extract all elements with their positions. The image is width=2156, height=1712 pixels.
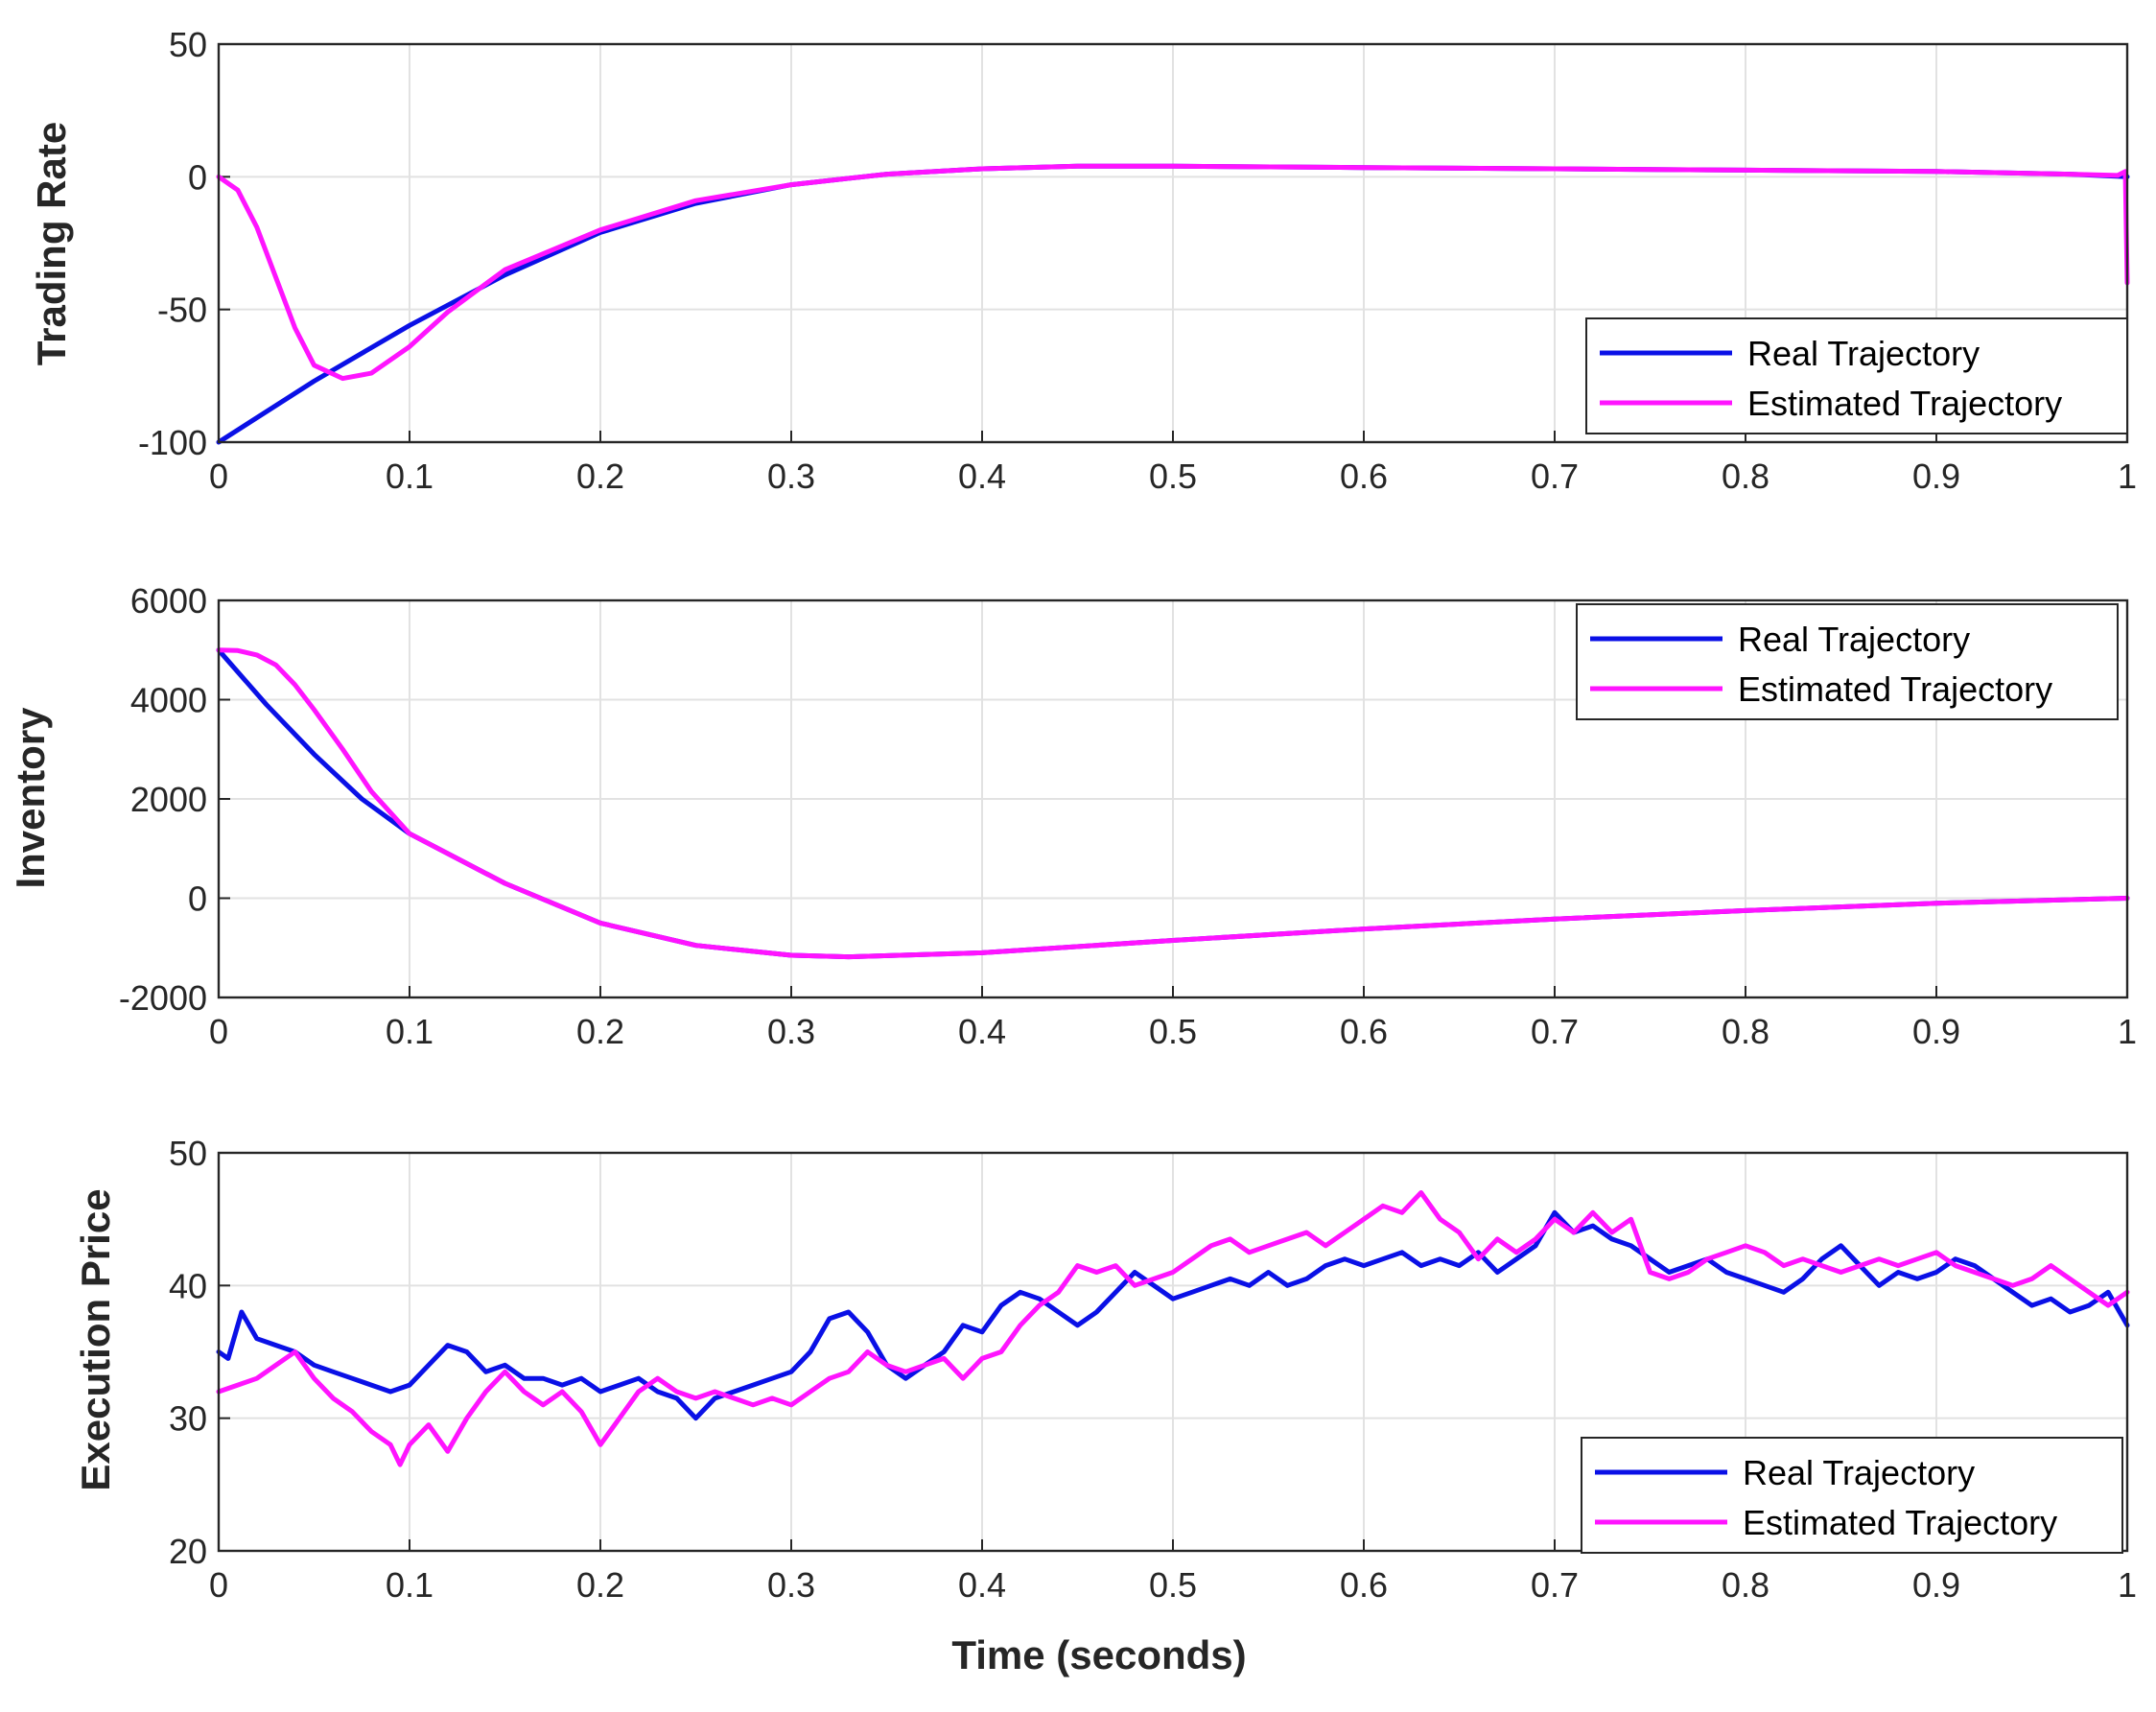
- x-tick-label: 0.6: [1340, 1012, 1388, 1051]
- x-tick-label: 0.5: [1149, 1565, 1197, 1605]
- x-tick-label: 0.1: [386, 1012, 434, 1051]
- y-tick-label: -2000: [119, 978, 207, 1018]
- x-tick-label: 0.9: [1912, 1012, 1960, 1051]
- x-tick-label: 0.8: [1722, 457, 1769, 496]
- x-tick-label: 0.4: [958, 1012, 1006, 1051]
- x-tick-label: 0.2: [576, 457, 624, 496]
- y-tick-label: 20: [169, 1532, 207, 1571]
- xlabel-time: Time (seconds): [951, 1632, 1246, 1677]
- x-tick-label: 0.8: [1722, 1565, 1769, 1605]
- x-tick-label: 0: [209, 1565, 228, 1605]
- legend-box: [1576, 603, 2119, 720]
- legend-label: Real Trajectory: [1743, 1453, 1975, 1492]
- legend-label: Real Trajectory: [1747, 334, 1980, 373]
- x-tick-label: 0.1: [386, 457, 434, 496]
- x-tick-label: 0.4: [958, 457, 1006, 496]
- legend-label: Estimated Trajectory: [1743, 1503, 2057, 1542]
- legend-label: Estimated Trajectory: [1747, 384, 2062, 423]
- axes-frame: [217, 1151, 2129, 1553]
- x-tick-label: 0.6: [1340, 457, 1388, 496]
- x-tick-label: 0: [209, 1012, 228, 1051]
- ylabel-trading-rate: Trading Rate: [29, 122, 74, 365]
- legend: Real Trajectory Estimated Trajectory: [1581, 1437, 2123, 1554]
- y-tick-label: 2000: [130, 780, 207, 819]
- panel-3: 0 0.1 0.2 0.3 0.4 0.5 0.6 0.7 0.8 0.9 1 50 40 30 20 Rea…: [169, 1134, 2137, 1605]
- x-tick-label: 0.7: [1531, 1012, 1579, 1051]
- x-tick-label: 0.3: [767, 1565, 815, 1605]
- legend: Real Trajectory Estimated Trajectory: [1585, 317, 2128, 434]
- x-tick-label: 0.4: [958, 1565, 1006, 1605]
- series-line-real: [216, 1209, 2130, 1421]
- y-tick-label: 4000: [130, 681, 207, 720]
- y-tick-label: 30: [169, 1399, 207, 1439]
- series-line-estimated: [216, 163, 2130, 382]
- y-tick-label: 50: [169, 25, 207, 64]
- y-tick-label: 50: [169, 1134, 207, 1173]
- axes-frame: [217, 42, 2129, 444]
- x-tick-label: 0.6: [1340, 1565, 1388, 1605]
- x-tick-label: 0.2: [576, 1012, 624, 1051]
- x-tick-label: 1: [2118, 1012, 2137, 1051]
- x-tick-label: 1: [2118, 1565, 2137, 1605]
- y-tick-label: -50: [157, 291, 207, 330]
- panel-1: 0 0.1 0.2 0.3 0.4 0.5 0.6 0.7 0.8 0.9 1 50 0 -50 -100 R…: [138, 25, 2137, 496]
- x-tick-label: 0.5: [1149, 457, 1197, 496]
- legend-box: [1581, 1437, 2123, 1554]
- x-tick-label: 0: [209, 457, 228, 496]
- series-line-estimated: [216, 1190, 2130, 1467]
- y-tick-label: 40: [169, 1266, 207, 1305]
- x-tick-label: 0.7: [1531, 1565, 1579, 1605]
- legend-box: [1585, 317, 2128, 434]
- x-tick-label: 0.3: [767, 1012, 815, 1051]
- series-line-estimated: [216, 647, 2130, 960]
- x-tick-label: 0.2: [576, 1565, 624, 1605]
- axes-frame: [217, 598, 2129, 999]
- legend-label: Real Trajectory: [1738, 620, 1970, 659]
- ylabel-execution-price: Execution Price: [73, 1188, 118, 1490]
- x-tick-label: 0.9: [1912, 457, 1960, 496]
- panel-2: 0 0.1 0.2 0.3 0.4 0.5 0.6 0.7 0.8 0.9 1 6000 4000 200…: [119, 581, 2137, 1051]
- y-tick-label: -100: [138, 423, 207, 462]
- y-tick-label: 0: [188, 879, 207, 919]
- x-tick-label: 0.8: [1722, 1012, 1769, 1051]
- ylabel-inventory: Inventory: [8, 707, 53, 889]
- y-tick-label: 6000: [130, 581, 207, 621]
- legend-label: Estimated Trajectory: [1738, 669, 2052, 709]
- x-tick-label: 1: [2118, 457, 2137, 496]
- x-tick-label: 0.3: [767, 457, 815, 496]
- x-tick-label: 0.7: [1531, 457, 1579, 496]
- y-tick-label: 0: [188, 157, 207, 197]
- legend: Real Trajectory Estimated Trajectory: [1576, 603, 2119, 720]
- x-tick-label: 0.5: [1149, 1012, 1197, 1051]
- x-tick-label: 0.9: [1912, 1565, 1960, 1605]
- x-tick-label: 0.1: [386, 1565, 434, 1605]
